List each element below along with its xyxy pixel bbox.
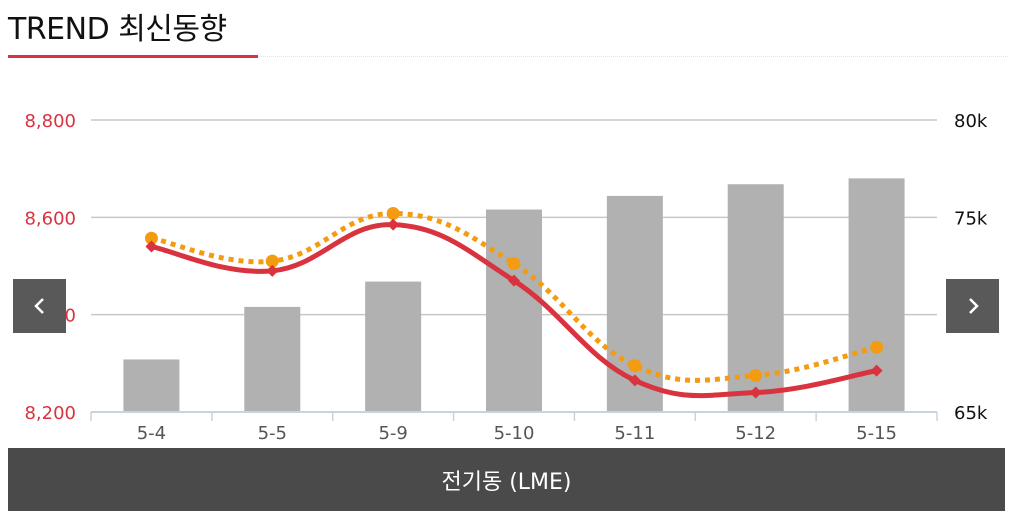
series-point-diamond bbox=[749, 386, 762, 399]
chevron-left-icon bbox=[33, 298, 44, 314]
series-point-diamond bbox=[145, 240, 158, 253]
bar bbox=[486, 209, 542, 412]
trend-chart: 8,2008,4008,6008,80065k70k75k80k5-45-55-… bbox=[24, 111, 988, 444]
title-underline bbox=[8, 55, 258, 58]
left-axis-tick-label: 8,200 bbox=[24, 403, 76, 424]
series-point-circle bbox=[870, 340, 884, 354]
right-axis-tick-label: 75k bbox=[954, 208, 988, 229]
series-point-circle bbox=[628, 359, 642, 373]
left-axis-tick-label: 8,800 bbox=[24, 111, 76, 132]
page-title: TREND 최신동향 bbox=[8, 12, 227, 47]
x-axis-tick-label: 5-10 bbox=[494, 423, 535, 444]
series-point-diamond bbox=[628, 374, 641, 387]
commodity-label: 전기동 (LME) bbox=[441, 469, 572, 495]
series-point-diamond bbox=[508, 274, 520, 287]
series-point-circle bbox=[386, 206, 400, 220]
series-point-circle bbox=[265, 254, 279, 268]
x-axis-tick-label: 5-11 bbox=[614, 423, 655, 444]
x-axis-tick-label: 5-12 bbox=[735, 423, 776, 444]
series-point-diamond bbox=[266, 264, 279, 277]
commodity-label-bar: 전기동 (LME) bbox=[8, 448, 1005, 511]
series-point-diamond bbox=[870, 364, 883, 377]
x-axis-tick-label: 5-15 bbox=[856, 423, 897, 444]
x-axis-tick-label: 5-5 bbox=[258, 423, 287, 444]
series-point-circle bbox=[749, 369, 763, 382]
bar bbox=[123, 359, 180, 412]
right-axis-tick-label: 80k bbox=[954, 111, 988, 132]
left-axis-tick-label: 8,600 bbox=[24, 208, 76, 229]
chevron-right-icon bbox=[968, 298, 979, 314]
bar bbox=[244, 306, 301, 412]
x-axis-tick-label: 5-4 bbox=[137, 423, 166, 444]
series-point-circle bbox=[507, 257, 521, 271]
prev-button[interactable] bbox=[13, 279, 66, 333]
bar bbox=[365, 281, 422, 412]
series-point-circle bbox=[144, 231, 158, 245]
title-divider bbox=[258, 56, 1008, 57]
right-axis-tick-label: 65k bbox=[954, 403, 988, 424]
x-axis-tick-label: 5-9 bbox=[378, 423, 407, 444]
series-point-diamond bbox=[387, 218, 400, 231]
next-button[interactable] bbox=[946, 279, 999, 333]
